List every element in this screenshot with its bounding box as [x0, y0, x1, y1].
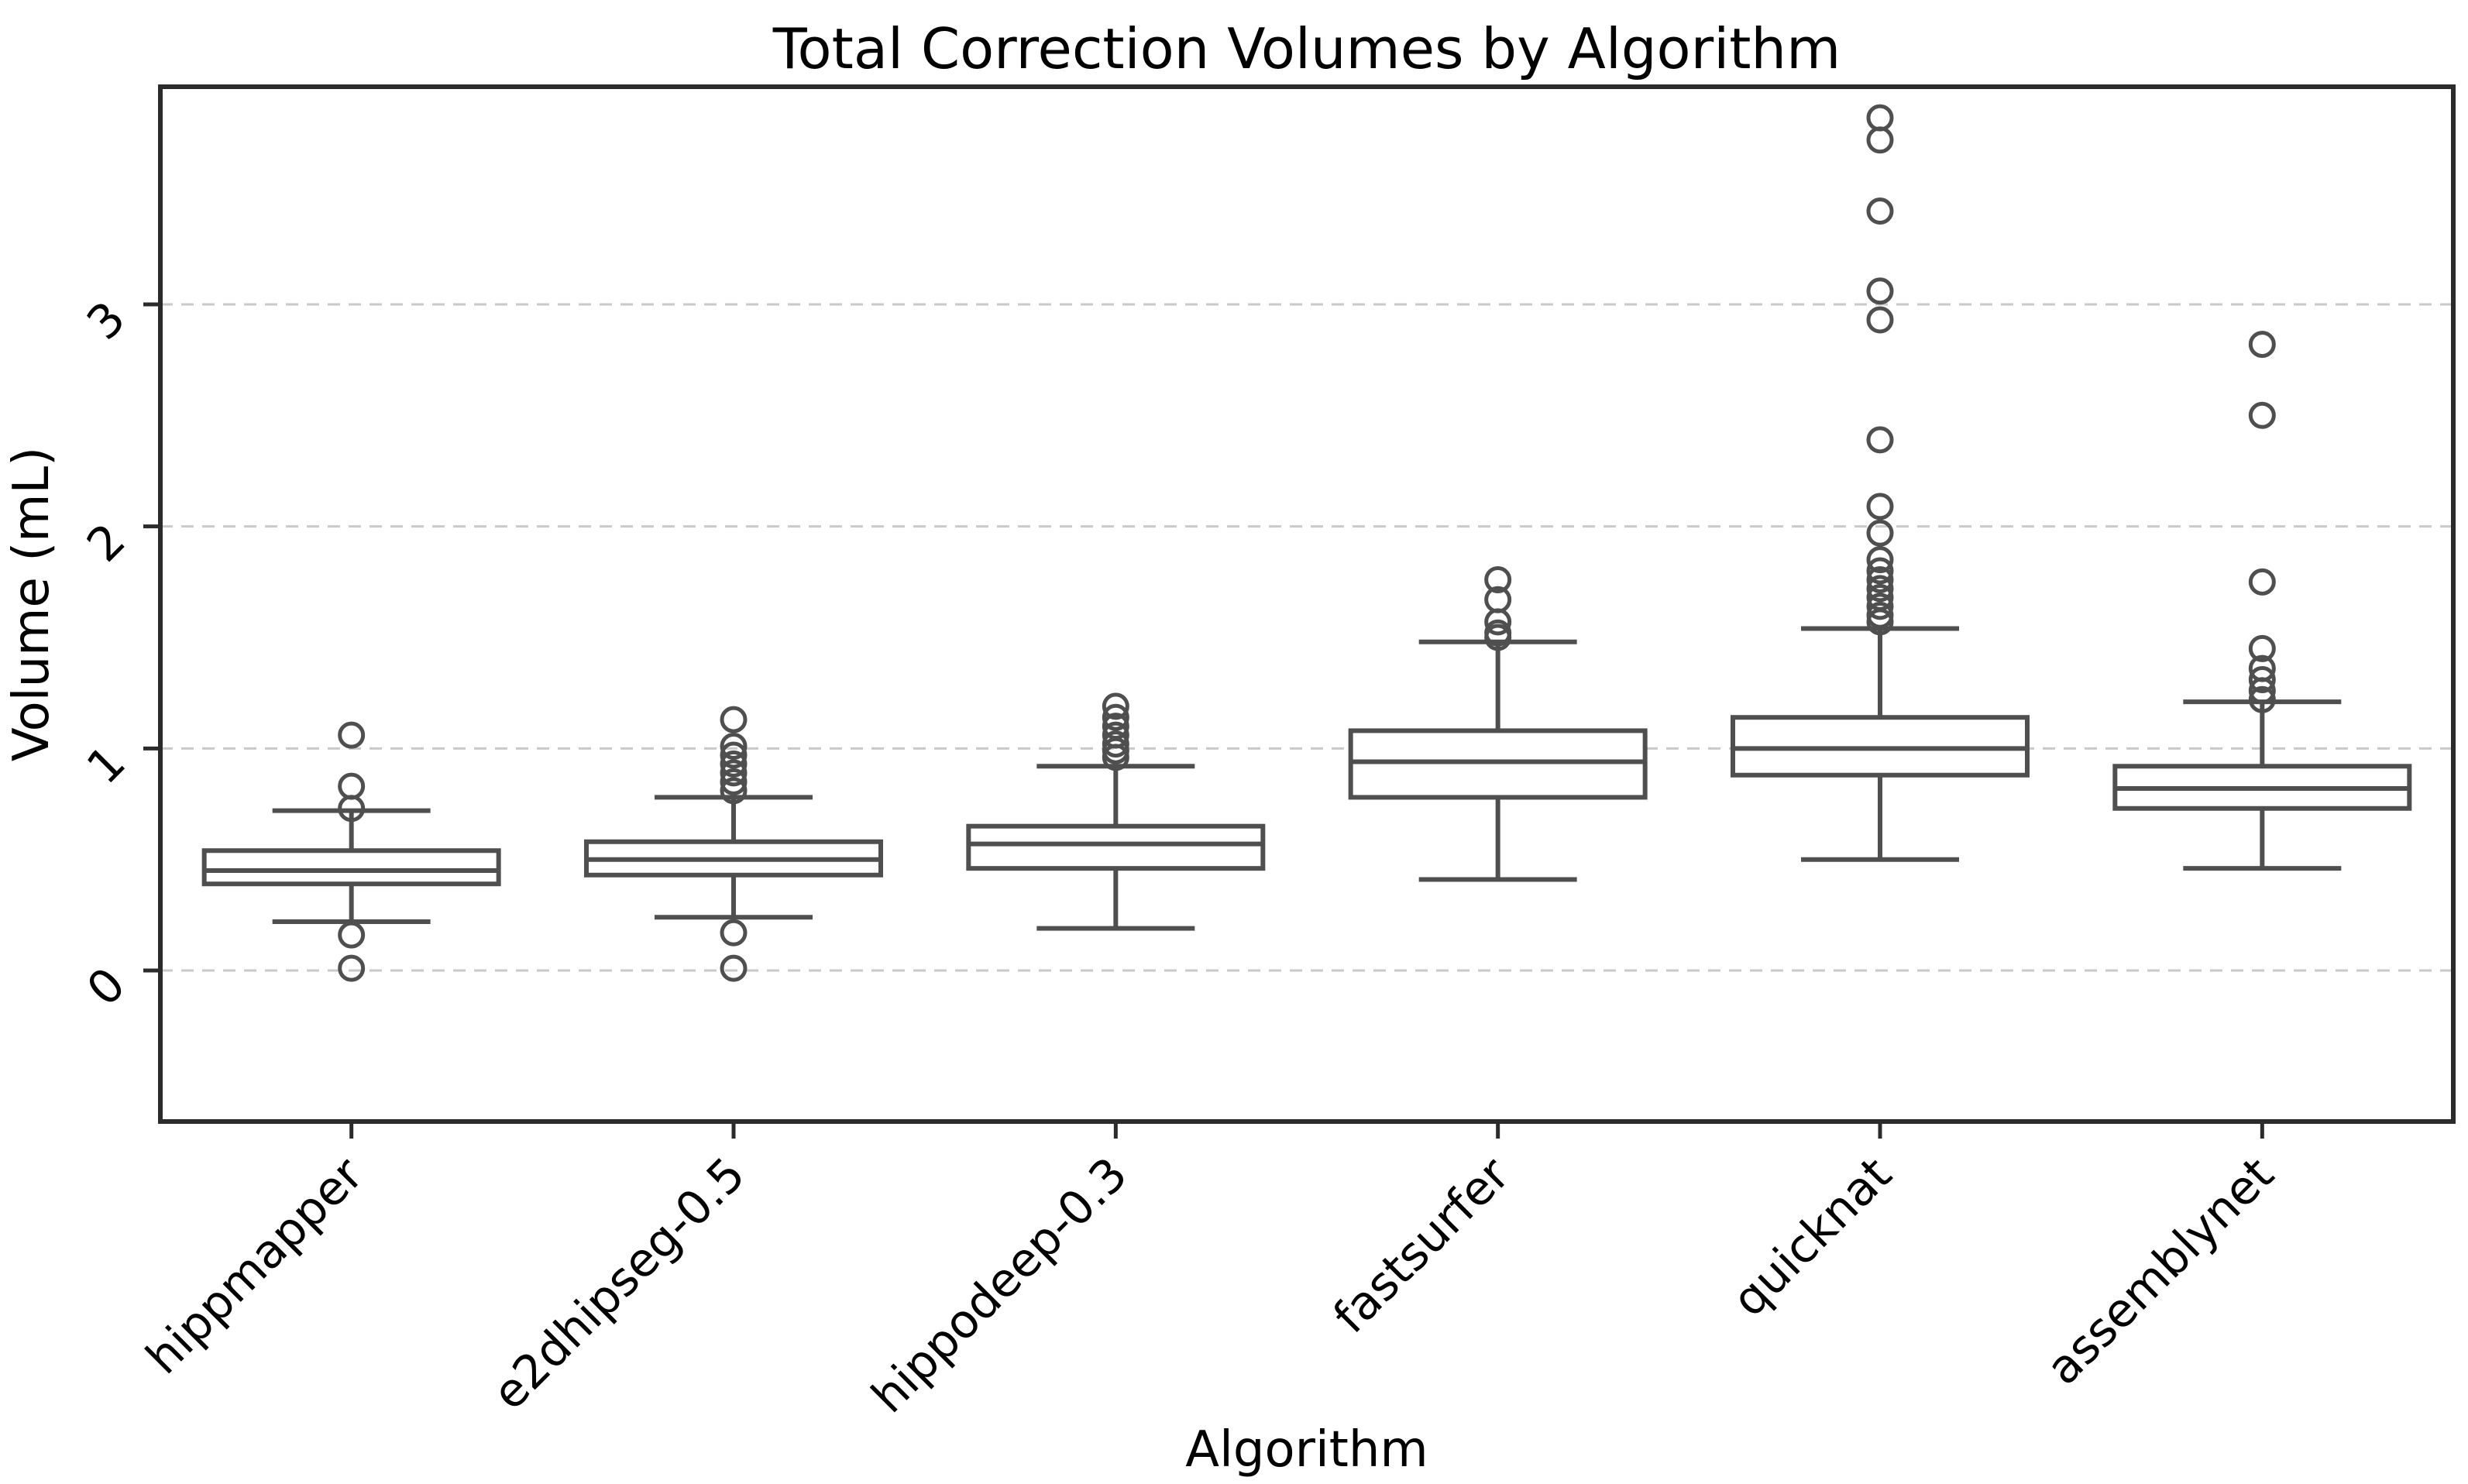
outlier-point — [2248, 634, 2276, 662]
outlier-point — [720, 954, 748, 982]
outlier-point — [2248, 401, 2276, 429]
x-tick-labels: hippmapper e2dhipseg-0.5 hippodeep-0.3 fast… — [136, 1147, 2284, 1424]
x-tick-label-hippodeep-0.3: hippodeep-0.3 — [861, 1147, 1138, 1424]
iqr-box — [966, 823, 1266, 871]
outlier-point — [1484, 623, 1512, 651]
y-tick-label: 0 — [77, 957, 136, 1017]
x-tick-label-assemblynet: assemblynet — [2036, 1147, 2284, 1396]
outlier-point — [1866, 557, 1894, 585]
box-hippodeep-0.3 — [966, 692, 1266, 931]
outlier-point — [1866, 519, 1894, 547]
box-assemblynet — [2112, 331, 2412, 871]
outlier-point — [1866, 575, 1894, 603]
outlier-point — [338, 721, 366, 749]
x-axis-label: Algorithm — [1185, 1421, 1428, 1479]
outlier-point — [1866, 608, 1894, 636]
boxplots — [201, 104, 2412, 982]
outlier-point — [720, 750, 748, 778]
outlier-point — [1866, 277, 1894, 305]
y-axis-label: Volume (mL) — [3, 447, 60, 761]
outlier-point — [720, 759, 748, 787]
outlier-point — [2248, 568, 2276, 596]
outlier-point — [2248, 677, 2276, 705]
outlier-point — [338, 954, 366, 982]
y-tick-labels: 0 1 2 3 — [77, 291, 136, 1017]
outlier-point — [720, 732, 748, 760]
outlier-point — [1866, 126, 1894, 154]
x-tick-label-fastsurfer: fastsurfer — [1323, 1147, 1520, 1344]
iqr-box — [201, 848, 501, 887]
outlier-point — [2248, 685, 2276, 713]
outlier-point — [720, 741, 748, 769]
outlier-point — [1866, 546, 1894, 574]
outlier-point — [1484, 565, 1512, 593]
y-tick-label: 2 — [77, 514, 136, 573]
chart-title: Total Correction Volumes by Algorithm — [772, 16, 1841, 81]
y-tick-marks — [143, 302, 160, 973]
outlier-point — [338, 921, 366, 949]
box-e2dhipseg-0.5 — [584, 706, 883, 982]
y-tick-label: 3 — [77, 291, 136, 351]
box-quicknat — [1731, 104, 2030, 862]
outlier-point — [1102, 744, 1129, 771]
outlier-point — [1102, 703, 1129, 731]
plot-frame — [158, 84, 2456, 1124]
outlier-point — [1866, 198, 1894, 225]
outlier-point — [1866, 426, 1894, 454]
x-tick-label-hippmapper: hippmapper — [136, 1147, 373, 1385]
outlier-point — [720, 768, 748, 795]
outlier-point — [1866, 593, 1894, 620]
outlier-point — [2248, 665, 2276, 693]
outlier-point — [720, 777, 748, 805]
box-fastsurfer — [1348, 565, 1648, 882]
outlier-point — [1866, 306, 1894, 334]
outlier-point — [2248, 331, 2276, 359]
x-tick-marks — [349, 1122, 2264, 1139]
outlier-point — [1484, 608, 1512, 636]
outlier-point — [720, 706, 748, 733]
outlier-point — [1866, 104, 1894, 132]
outlier-point — [1102, 692, 1129, 720]
outlier-point — [338, 795, 366, 823]
box-hippmapper — [201, 721, 501, 982]
outlier-point — [1866, 493, 1894, 520]
outlier-point — [720, 919, 748, 946]
outlier-point — [338, 772, 366, 800]
x-tick-label-e2dhipseg-0.5: e2dhipseg-0.5 — [483, 1147, 756, 1420]
x-tick-label-quicknat: quicknat — [1722, 1147, 1903, 1328]
outlier-point — [1866, 565, 1894, 593]
gridlines — [160, 303, 2453, 972]
y-tick-label: 1 — [77, 735, 136, 795]
